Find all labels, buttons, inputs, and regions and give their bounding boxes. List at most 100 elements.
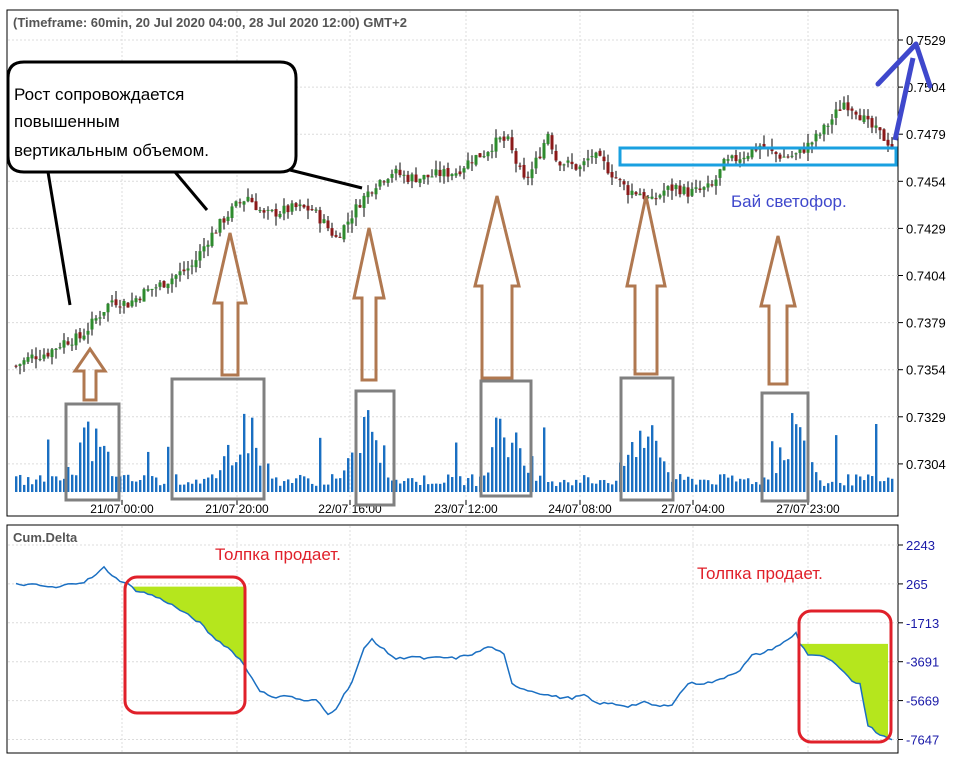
candle-body [634,192,638,195]
volume-bar [351,452,354,492]
volume-bar [359,452,362,492]
volume-bar [683,479,686,492]
delta-highlight-box-1 [123,575,247,715]
projection-arrow-shaft [892,57,916,141]
candle-body [18,364,22,367]
candle-body [322,219,326,223]
volume-bar [863,480,866,492]
candle-body [586,158,590,161]
volume-bar [751,484,754,492]
volume-bar [199,483,202,492]
candle-body [454,173,458,176]
candle-body [66,341,70,345]
candle-body [810,142,814,145]
buy-level-box [618,146,898,167]
candle-body [342,225,346,240]
volume-bar [399,483,402,492]
volume-bar [679,474,682,492]
candle-body [102,312,106,316]
volume-bar [559,482,562,492]
up-arrow [473,195,521,380]
volume-bar [691,478,694,492]
crowd-sells-label-2: Толпка продает. [697,564,823,583]
volume-bar [835,435,838,492]
candle-body [690,188,694,196]
volume-bar [239,454,242,492]
volume-bar [335,478,338,492]
candle-body [686,187,690,197]
volume-bar [203,478,206,492]
candle-body [186,268,190,271]
candle-body [578,166,582,170]
candle-body [694,187,698,189]
candle-body [54,348,58,350]
candle-body [146,289,150,291]
candle-body [702,187,706,190]
candle-body [62,340,66,348]
volume-bar [291,483,294,492]
volume-bar [495,417,498,492]
volume-bar [499,418,502,492]
price-tick-label: 0.7454 [906,174,946,189]
volume-bar [103,445,106,492]
volume-bar [727,477,730,492]
price-tick-label: 0.7304 [906,457,946,472]
price-layer [14,95,894,375]
volume-bar [83,427,86,492]
candle-body [182,269,186,272]
candle-body [602,156,606,162]
volume-bar [267,463,270,492]
candle-body [710,184,714,186]
volume-bar [343,470,346,492]
candle-body [30,354,34,359]
volume-bar [603,479,606,492]
volume-bar [795,424,798,492]
volume-bar [831,481,834,492]
candle-body [150,288,154,290]
volume-bar [719,474,722,492]
volume-bar [631,442,634,492]
volume-bar [271,478,274,492]
volume-bar [15,476,18,492]
volume-bar [443,482,446,492]
volume-bar [867,474,870,492]
volume-bar [23,484,26,492]
volume-bar [459,476,462,492]
volume-bar [175,474,178,492]
candle-body [854,111,858,115]
up-arrow [759,235,797,386]
candle-body [402,174,406,176]
candle-body [406,174,410,182]
volume-bar [811,462,814,492]
candle-body [730,155,734,159]
candle-body [434,169,438,176]
volume-bar [519,448,522,492]
candle-body [166,283,170,289]
candle-body [650,196,654,199]
candle-body [566,160,570,163]
volume-bar [635,457,638,492]
volume-bar [655,440,658,492]
candle-body [786,156,790,158]
callout-line-3: вертикальным объемом. [14,141,209,160]
callout-line-2: повышенным [14,112,120,131]
volume-bar [163,483,166,492]
candle-body [490,150,494,152]
candle-body [254,201,258,211]
candle-body [394,168,398,174]
callout-pointer-2 [173,171,209,211]
candle-body [318,210,322,224]
volume-bar [43,481,46,492]
volume-bar [323,484,326,492]
callout-pointer-3 [289,168,363,190]
candle-body [530,169,534,179]
candle-body [438,169,442,177]
volume-bar [419,485,422,492]
volume-bar [747,478,750,492]
volume-highlight-box [479,379,533,498]
selling-fill-area-1 [132,586,244,665]
volume-bar [235,462,238,492]
volume-bar [611,484,614,492]
price-tick-label: 0.7329 [906,410,946,425]
